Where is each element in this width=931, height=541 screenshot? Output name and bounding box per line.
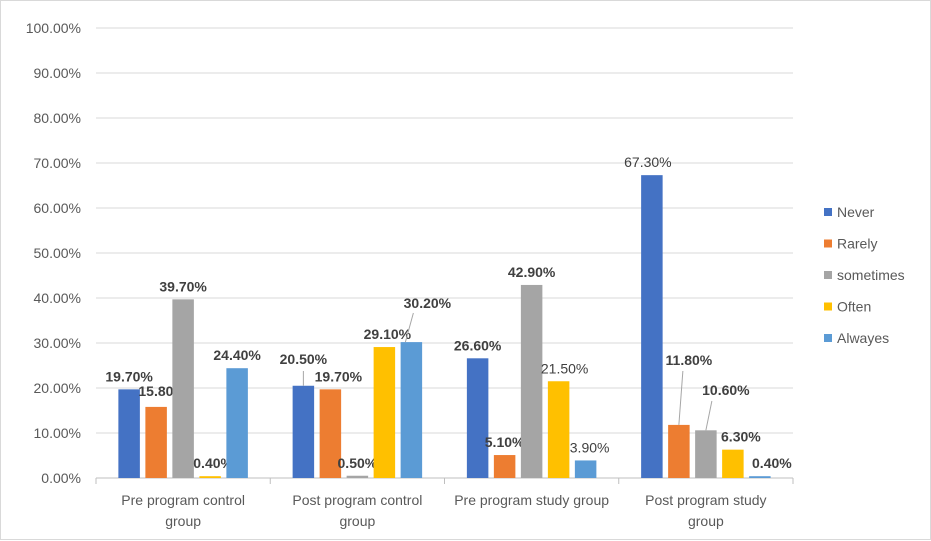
legend-label-often: Often — [837, 299, 871, 315]
bar-sometimes-2 — [520, 284, 543, 478]
legend-label-sometimes: sometimes — [837, 267, 905, 283]
bar-never-1 — [292, 385, 315, 478]
label-leader-line — [404, 312, 414, 343]
data-label: 42.90% — [508, 264, 556, 280]
bar-rarely-0 — [145, 406, 167, 478]
x-category-label: group — [339, 513, 375, 529]
data-label: 3.90% — [570, 439, 610, 455]
data-label: 29.10% — [364, 326, 412, 342]
bar-never-2 — [466, 358, 489, 478]
data-label: 67.30% — [624, 154, 671, 170]
bar-alwayes-2 — [574, 460, 597, 478]
y-tick-label: 0.00% — [41, 470, 81, 486]
x-category-label: Post program study — [645, 492, 766, 508]
data-label: 24.40% — [213, 347, 261, 363]
data-label: 19.70% — [315, 368, 363, 384]
x-category-label: Pre program study group — [454, 492, 609, 508]
data-label: 26.60% — [454, 337, 502, 353]
bar-often-3 — [722, 449, 744, 478]
bar-often-2 — [547, 381, 570, 478]
data-label: 0.50% — [338, 455, 378, 471]
x-category-label: group — [165, 513, 201, 529]
y-tick-label: 60.00% — [34, 200, 81, 216]
legend-swatch-alwayes — [824, 334, 832, 342]
label-leader-line — [705, 400, 713, 431]
legend-swatch-often — [824, 302, 832, 311]
legend-label-never: Never — [837, 204, 875, 220]
bar-rarely-2 — [493, 455, 516, 478]
data-label: 19.70% — [105, 368, 153, 384]
bar-rarely-1 — [319, 389, 342, 478]
bar-alwayes-3 — [749, 476, 771, 478]
data-label: 30.20% — [404, 295, 452, 311]
legend-swatch-never — [824, 208, 832, 216]
y-tick-label: 30.00% — [34, 335, 81, 351]
data-label: 6.30% — [721, 429, 761, 445]
y-tick-label: 90.00% — [34, 65, 81, 81]
x-category-label: group — [688, 513, 724, 529]
data-label: 11.80% — [666, 352, 713, 368]
x-category-label: Post program control — [292, 492, 422, 508]
bar-alwayes-1 — [400, 342, 423, 478]
bar-alwayes-0 — [226, 368, 248, 478]
bar-sometimes-0 — [172, 299, 194, 478]
y-tick-label: 50.00% — [34, 245, 81, 261]
legend-label-rarely: Rarely — [837, 236, 877, 252]
legend-swatch-rarely — [824, 239, 832, 248]
bar-sometimes-3 — [695, 430, 717, 478]
bar-sometimes-1 — [346, 475, 369, 478]
data-label: 39.70% — [159, 278, 207, 294]
y-tick-label: 80.00% — [34, 110, 81, 126]
legend-swatch-sometimes — [824, 271, 832, 279]
data-label: 0.40% — [193, 455, 233, 471]
data-label: 10.60% — [702, 382, 750, 398]
y-tick-label: 40.00% — [34, 290, 81, 306]
x-category-label: Pre program control — [121, 492, 245, 508]
data-label: 5.10% — [485, 434, 525, 450]
bar-rarely-3 — [668, 424, 690, 478]
y-tick-label: 10.00% — [34, 425, 81, 441]
legend-label-alwayes: Alwayes — [837, 330, 889, 346]
data-label: 21.50% — [541, 360, 588, 376]
bar-often-1 — [373, 347, 396, 478]
data-label: 0.40% — [752, 455, 792, 471]
bar-never-0 — [118, 389, 140, 478]
y-tick-label: 100.00% — [26, 20, 81, 36]
data-label: 20.50% — [280, 351, 328, 367]
y-tick-label: 70.00% — [34, 155, 81, 171]
label-leader-line — [678, 370, 684, 425]
bar-often-0 — [199, 476, 221, 478]
bar-never-3 — [641, 175, 663, 478]
y-tick-label: 20.00% — [34, 380, 81, 396]
